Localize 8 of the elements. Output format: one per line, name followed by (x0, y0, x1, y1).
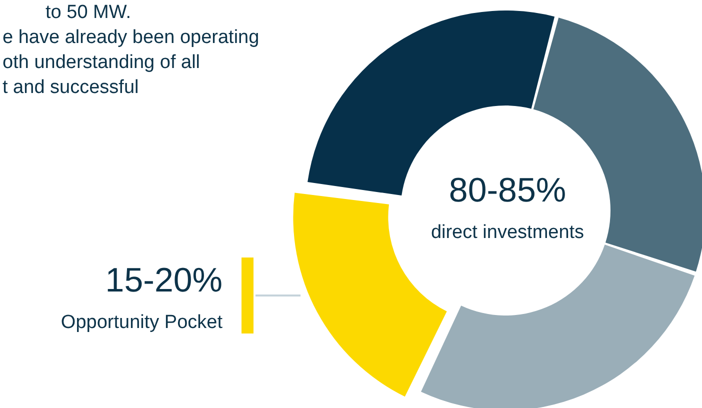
text: oth understanding of all (2, 52, 200, 73)
text: 80-85% (448, 172, 566, 210)
text: e have already been operating (2, 27, 260, 48)
text: Opportunity Pocket (60, 312, 224, 333)
text: direct investments (430, 222, 584, 243)
text: 15-20% (105, 262, 223, 300)
text: to 50 MW. (46, 2, 132, 23)
text: t and successful (2, 77, 139, 98)
